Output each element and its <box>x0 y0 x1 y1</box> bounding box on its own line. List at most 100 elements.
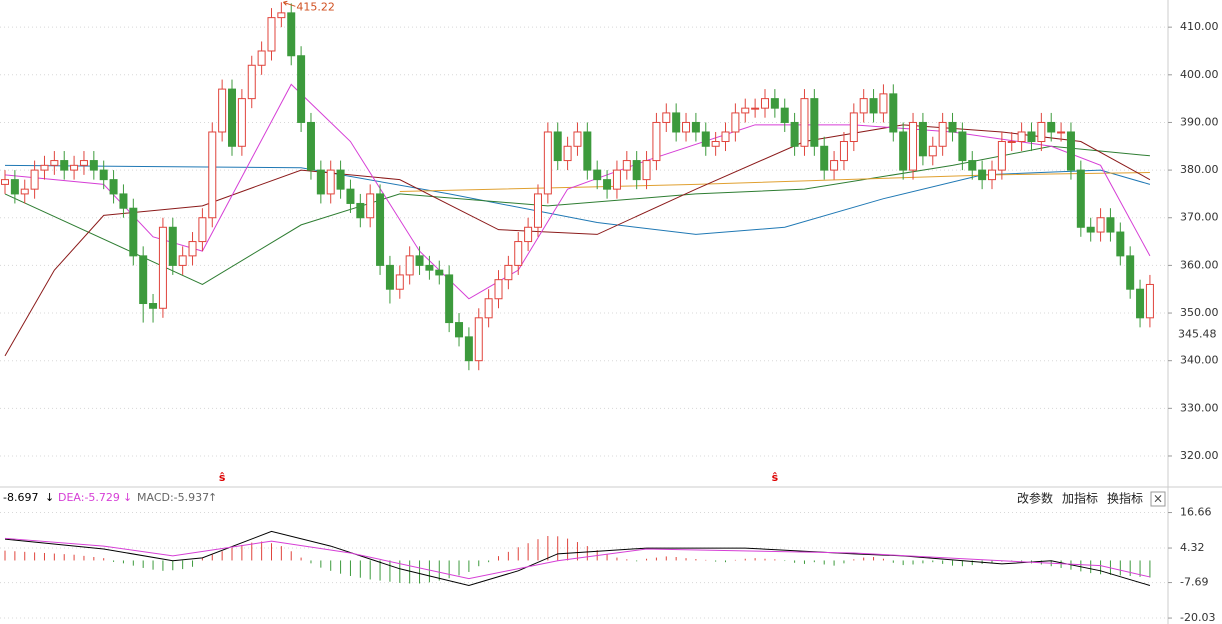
y-tick-label: 320.00 <box>1180 449 1219 462</box>
candle-body <box>60 160 69 171</box>
candle-body <box>455 322 464 338</box>
indicator-arrow: ↓ <box>123 491 132 504</box>
candle-body <box>958 131 967 162</box>
indicator-value: -8.697 <box>3 491 38 504</box>
candle-body <box>603 179 612 190</box>
toolbar-button[interactable]: 改参数 <box>1017 491 1053 506</box>
candle-body <box>909 121 918 171</box>
candle-body <box>287 12 296 57</box>
candle-body <box>336 169 345 190</box>
candle-body <box>346 188 355 204</box>
candle-body <box>1106 217 1115 233</box>
candle-body <box>800 98 809 147</box>
candle-body <box>622 160 631 171</box>
candle-body <box>484 298 493 319</box>
candle-body <box>839 141 848 162</box>
candle-body <box>672 112 681 133</box>
candle-body <box>376 193 385 266</box>
y-tick-label: 360.00 <box>1180 258 1219 271</box>
candle-body <box>445 274 454 324</box>
candle-body <box>830 160 839 171</box>
y-tick-label: 4.32 <box>1180 541 1205 554</box>
ma-line <box>4 124 1151 357</box>
candle-body <box>1136 288 1145 319</box>
candle-body <box>563 145 572 162</box>
y-tick-label: 340.00 <box>1180 354 1219 367</box>
candle-body <box>1027 131 1036 143</box>
candle-body <box>228 88 237 147</box>
candle-body <box>583 131 592 171</box>
indicator-value: MACD:-5.937 <box>137 491 209 504</box>
candle-body <box>711 141 720 147</box>
candle-body <box>1007 141 1016 144</box>
candle-body <box>99 169 108 181</box>
candle-body <box>770 98 779 109</box>
candle-body <box>40 164 49 171</box>
candle-body <box>139 255 148 305</box>
candle-body <box>612 169 621 190</box>
candle-body <box>395 274 404 290</box>
candle-body <box>533 193 542 228</box>
candle-body <box>938 121 947 147</box>
y-tick-label: -7.69 <box>1180 576 1208 589</box>
candle-body <box>682 121 691 133</box>
candle-body <box>1 179 9 185</box>
candle-body <box>948 121 957 133</box>
indicator-arrow: ↑ <box>208 491 217 504</box>
candle-body <box>218 88 227 133</box>
candle-body <box>1126 255 1135 290</box>
candle-body <box>178 255 187 266</box>
candle-body <box>662 112 671 123</box>
candle-body <box>188 241 197 257</box>
candle-body <box>50 160 59 166</box>
candle-body <box>237 98 246 147</box>
candle-body <box>751 107 760 110</box>
high-label: 415.22 <box>296 0 335 13</box>
candle-body <box>701 131 710 147</box>
candle-body <box>1066 131 1075 171</box>
candle-body <box>899 131 908 171</box>
candle-body <box>859 98 868 114</box>
toolbar-button[interactable]: 加指标 <box>1062 491 1098 506</box>
candle-body <box>297 55 306 123</box>
candle-body <box>918 121 927 157</box>
last-price-label: 345.48 <box>1178 328 1217 341</box>
indicator-arrow: ↓ <box>45 491 54 504</box>
candle-body <box>129 207 138 257</box>
candle-body <box>849 112 858 143</box>
candle-body <box>316 169 325 195</box>
candle-body <box>524 226 533 243</box>
candle-body <box>780 107 789 123</box>
candle-body <box>247 64 256 100</box>
candle-body <box>652 121 661 162</box>
y-tick-label: 380.00 <box>1180 163 1219 176</box>
candle-body <box>514 241 523 266</box>
close-button[interactable]: × <box>1153 492 1163 506</box>
candle-body <box>149 303 158 309</box>
candle-body <box>978 169 987 181</box>
candle-body <box>10 179 19 195</box>
candle-body <box>642 160 651 181</box>
close-box[interactable] <box>1150 491 1166 507</box>
candle-body <box>415 255 424 266</box>
signal-marker: ŝ <box>772 471 779 484</box>
toolbar-button[interactable]: 换指标 <box>1107 491 1143 506</box>
candle-body <box>1145 283 1154 319</box>
candle-body <box>593 169 602 181</box>
y-tick-label: 350.00 <box>1180 306 1219 319</box>
candle-body <box>721 131 730 143</box>
candle-body <box>277 12 286 19</box>
macd-line <box>4 537 1151 580</box>
candle-body <box>464 336 473 362</box>
candle-body <box>691 121 700 133</box>
candle-body <box>366 193 375 219</box>
candle-body <box>70 164 79 171</box>
candle-body <box>435 269 444 276</box>
candle-body <box>79 160 88 166</box>
y-tick-label: 330.00 <box>1180 401 1219 414</box>
y-tick-label: 390.00 <box>1180 115 1219 128</box>
candle-body <box>30 169 39 190</box>
candle-body <box>1116 231 1125 257</box>
